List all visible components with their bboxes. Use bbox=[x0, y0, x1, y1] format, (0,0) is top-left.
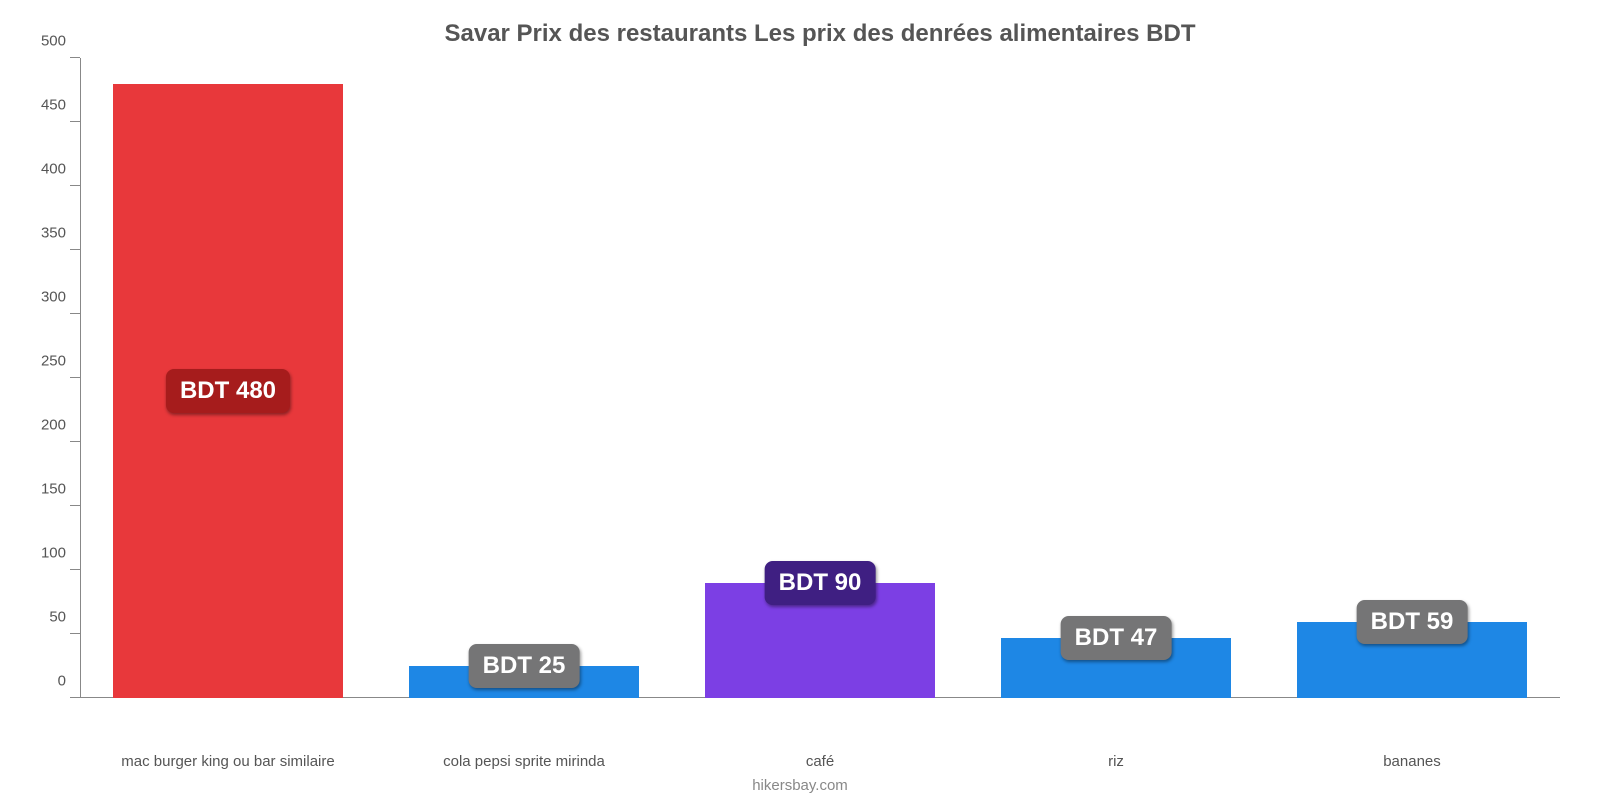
bar: BDT 47 bbox=[1001, 638, 1232, 698]
price-bar-chart: Savar Prix des restaurants Les prix des … bbox=[0, 0, 1600, 800]
y-tick bbox=[70, 249, 80, 250]
bar-slot: BDT 25 bbox=[376, 58, 672, 698]
y-tick-label: 350 bbox=[41, 225, 80, 242]
y-tick bbox=[70, 633, 80, 634]
y-tick bbox=[70, 121, 80, 122]
x-axis-label: cola pepsi sprite mirinda bbox=[376, 753, 672, 770]
y-tick bbox=[70, 441, 80, 442]
y-tick bbox=[70, 57, 80, 58]
bars-container: BDT 480 BDT 25 BDT 90 BDT 47 BDT 59 bbox=[80, 58, 1560, 698]
bar-slot: BDT 59 bbox=[1264, 58, 1560, 698]
value-badge: BDT 480 bbox=[166, 369, 290, 413]
x-axis-label: bananes bbox=[1264, 753, 1560, 770]
x-axis-label: mac burger king ou bar similaire bbox=[80, 753, 376, 770]
value-badge: BDT 59 bbox=[1357, 600, 1468, 644]
y-tick bbox=[70, 313, 80, 314]
bar: BDT 59 bbox=[1297, 622, 1528, 698]
bar: BDT 90 bbox=[705, 583, 936, 698]
y-tick-label: 150 bbox=[41, 481, 80, 498]
x-axis-label: riz bbox=[968, 753, 1264, 770]
y-tick-label: 450 bbox=[41, 97, 80, 114]
y-tick bbox=[70, 569, 80, 570]
value-badge: BDT 90 bbox=[765, 561, 876, 605]
x-axis-label: café bbox=[672, 753, 968, 770]
x-labels: mac burger king ou bar similairecola pep… bbox=[80, 753, 1560, 770]
y-tick-label: 500 bbox=[41, 33, 80, 50]
bar: BDT 480 bbox=[113, 84, 344, 698]
y-tick-label: 50 bbox=[49, 609, 80, 626]
y-tick bbox=[70, 377, 80, 378]
y-tick-label: 300 bbox=[41, 289, 80, 306]
y-tick-label: 250 bbox=[41, 353, 80, 370]
y-tick-label: 200 bbox=[41, 417, 80, 434]
y-tick bbox=[70, 505, 80, 506]
bar-slot: BDT 480 bbox=[80, 58, 376, 698]
attribution-text: hikersbay.com bbox=[0, 777, 1600, 794]
bar-slot: BDT 47 bbox=[968, 58, 1264, 698]
value-badge: BDT 25 bbox=[469, 644, 580, 688]
y-tick-label: 400 bbox=[41, 161, 80, 178]
y-tick bbox=[70, 697, 80, 698]
chart-title: Savar Prix des restaurants Les prix des … bbox=[80, 20, 1560, 48]
y-tick-label: 0 bbox=[58, 673, 80, 690]
bar: BDT 25 bbox=[409, 666, 640, 698]
bar-slot: BDT 90 bbox=[672, 58, 968, 698]
plot-area: BDT 480BDT 25BDT 90BDT 47BDT 59 05010015… bbox=[80, 58, 1560, 698]
value-badge: BDT 47 bbox=[1061, 616, 1172, 660]
y-tick-label: 100 bbox=[41, 545, 80, 562]
y-tick bbox=[70, 185, 80, 186]
